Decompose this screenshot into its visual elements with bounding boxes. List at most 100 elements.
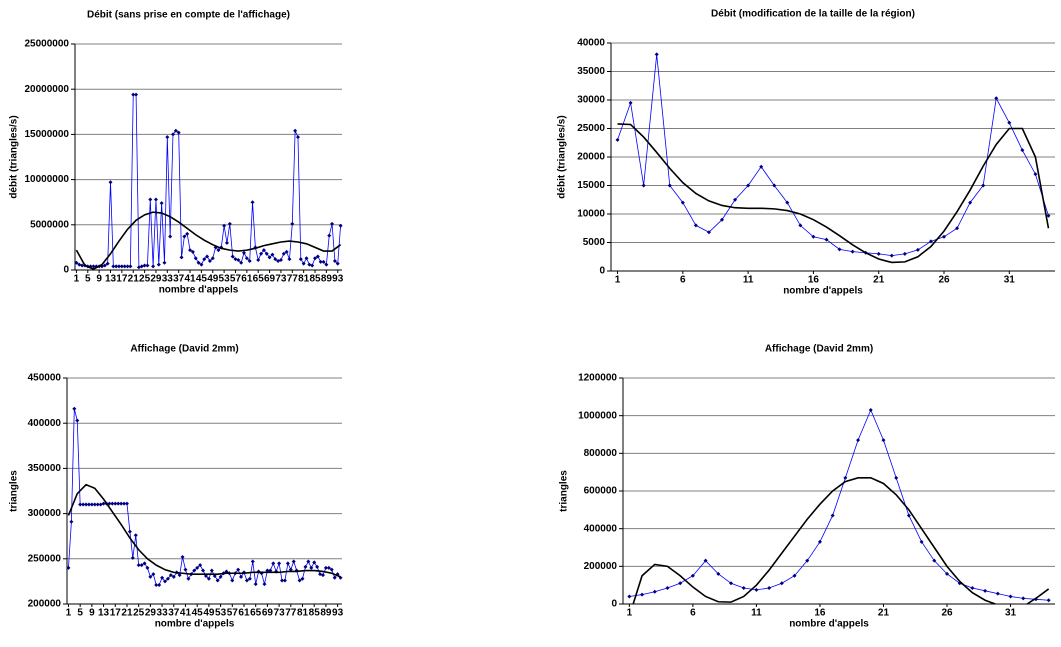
x-tick-label: 45 <box>192 608 204 619</box>
x-tick-label: 9 <box>89 608 95 619</box>
marker <box>301 261 306 266</box>
marker <box>615 137 620 142</box>
marker <box>142 263 147 268</box>
marker <box>128 264 133 269</box>
marker <box>304 256 309 261</box>
marker <box>188 248 193 253</box>
marker <box>995 591 1000 596</box>
marker <box>92 502 97 507</box>
marker <box>293 128 298 133</box>
marker <box>876 251 881 256</box>
marker <box>981 183 986 188</box>
marker <box>868 408 873 413</box>
marker <box>74 260 79 265</box>
y-axis-label: triangles <box>559 470 570 512</box>
marker <box>124 501 129 506</box>
x-tick-label: 93 <box>332 608 344 619</box>
x-tick-label: 21 <box>873 275 885 286</box>
marker <box>915 247 920 252</box>
y-tick-label: 200000 <box>584 561 618 572</box>
x-tick-label: 9 <box>96 274 102 285</box>
marker <box>733 197 738 202</box>
x-tick-label: 41 <box>180 608 192 619</box>
x-tick-label: 5 <box>77 608 83 619</box>
marker <box>291 559 296 564</box>
marker <box>119 264 124 269</box>
marker <box>856 438 861 443</box>
marker <box>148 574 153 579</box>
marker <box>154 583 159 588</box>
marker <box>906 513 911 518</box>
x-tick-label: 57 <box>227 608 239 619</box>
marker <box>227 221 232 226</box>
marker <box>640 592 645 597</box>
marker <box>190 249 195 254</box>
marker <box>139 563 144 568</box>
y-axis-label: triangles <box>9 470 20 512</box>
y-tick-label: 5000000 <box>30 219 69 230</box>
marker <box>1021 596 1026 601</box>
marker <box>176 130 181 135</box>
marker <box>215 578 220 583</box>
marker <box>177 573 182 578</box>
data-line <box>76 94 341 268</box>
x-tick-label: 65 <box>250 608 262 619</box>
marker <box>281 251 286 256</box>
y-tick-label: 400000 <box>584 523 618 534</box>
x-tick-label: 5 <box>85 274 91 285</box>
marker <box>125 264 130 269</box>
marker <box>309 565 314 570</box>
marker <box>889 253 894 258</box>
marker <box>218 574 223 579</box>
marker <box>327 233 332 238</box>
marker <box>159 201 164 206</box>
marker <box>318 572 323 577</box>
marker <box>127 529 132 534</box>
x-tick-label: 13 <box>98 608 110 619</box>
y-tick-label: 1000000 <box>578 410 617 421</box>
marker <box>300 576 305 581</box>
marker <box>198 563 203 568</box>
marker <box>983 588 988 593</box>
marker <box>80 263 85 268</box>
marker <box>247 576 252 581</box>
marker <box>145 263 150 268</box>
chart-title: Affichage (David 2mm) <box>765 344 873 355</box>
x-tick-label: 57 <box>230 274 242 285</box>
x-tick-label: 73 <box>274 608 286 619</box>
marker <box>196 260 201 265</box>
marker <box>970 585 975 590</box>
marker <box>332 258 337 263</box>
marker <box>811 234 816 239</box>
marker <box>165 576 170 581</box>
marker <box>278 258 283 263</box>
marker <box>244 578 249 583</box>
marker <box>315 254 320 259</box>
trend-line <box>67 483 341 578</box>
marker <box>91 264 96 269</box>
marker <box>824 237 829 242</box>
marker <box>163 579 168 584</box>
x-tick-label: 93 <box>332 274 344 285</box>
marker <box>222 223 227 228</box>
marker <box>78 502 83 507</box>
marker <box>703 558 708 563</box>
marker <box>805 558 810 563</box>
marker <box>754 587 759 592</box>
y-tick-label: 350000 <box>28 463 62 474</box>
marker <box>84 502 89 507</box>
y-tick-label: 1200000 <box>578 373 617 384</box>
marker <box>113 501 118 506</box>
x-tick-label: 61 <box>238 608 250 619</box>
x-tick-label: 11 <box>743 275 754 286</box>
x-tick-label: 89 <box>321 274 333 285</box>
x-tick-label: 26 <box>941 608 953 619</box>
x-tick-label: 85 <box>309 274 321 285</box>
marker <box>256 258 261 263</box>
marker <box>628 100 633 105</box>
marker <box>207 258 212 263</box>
marker <box>72 406 77 411</box>
marker <box>239 574 244 579</box>
marker <box>288 567 293 572</box>
y-tick-label: 25000 <box>577 123 605 134</box>
